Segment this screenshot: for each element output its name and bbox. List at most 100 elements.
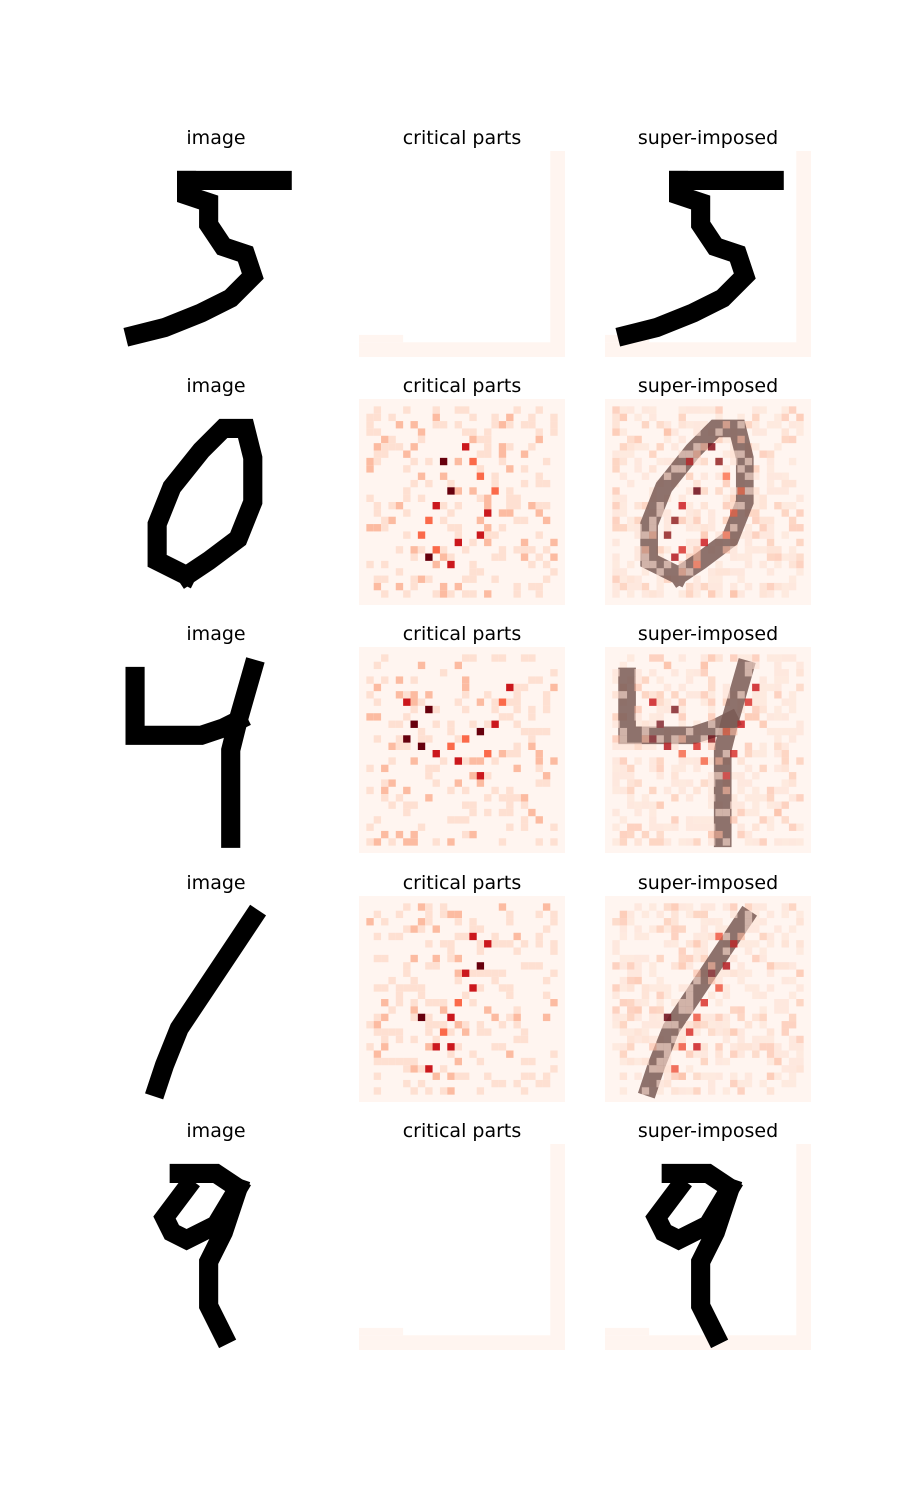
- heat-cell: [737, 830, 745, 839]
- heat-cell: [484, 590, 492, 598]
- heat-cell: [796, 560, 804, 569]
- heat-cell: [506, 918, 514, 926]
- heat-cell: [381, 786, 389, 795]
- heat-cell: [619, 932, 628, 941]
- heat-cell: [663, 546, 672, 554]
- heat-cell: [469, 984, 477, 992]
- heat-cell: [715, 560, 723, 569]
- heat-cell: [656, 654, 664, 662]
- heat-cell: [752, 516, 760, 525]
- super-imposed-panel: [605, 1144, 811, 1350]
- heat-cell: [425, 1021, 433, 1029]
- panel-title: critical parts: [402, 623, 522, 645]
- heat-cell: [663, 786, 672, 795]
- heat-cell: [484, 940, 492, 948]
- heat-cell: [649, 465, 657, 473]
- heat-cell: [766, 816, 775, 824]
- heat-cell: [619, 1013, 628, 1022]
- heat-cell: [605, 1335, 811, 1350]
- heat-cell: [634, 962, 642, 970]
- heat-cell: [766, 538, 775, 547]
- heat-cell: [491, 472, 499, 480]
- heat-cell: [410, 1006, 418, 1014]
- heat-cell: [388, 976, 396, 985]
- heat-cell: [730, 954, 738, 963]
- heat-cell: [542, 479, 551, 488]
- heat-cell: [788, 925, 797, 933]
- heat-cell: [550, 553, 558, 561]
- heat-cell: [627, 786, 635, 795]
- heat-cell: [528, 808, 536, 817]
- heat-cell: [737, 465, 745, 473]
- heat-cell: [447, 947, 455, 955]
- heat-cell: [542, 727, 551, 736]
- heat-cell: [506, 991, 514, 999]
- heat-cell: [774, 546, 782, 554]
- heat-cell: [410, 801, 418, 809]
- heat-cell: [700, 421, 708, 429]
- heat-cell: [788, 1013, 797, 1022]
- heat-cell: [788, 962, 797, 970]
- heat-cell: [395, 676, 404, 684]
- heat-cell: [410, 1087, 418, 1095]
- heat-cell: [454, 1021, 462, 1029]
- heat-cell: [774, 838, 782, 846]
- heat-cell: [774, 443, 782, 451]
- heat-cell: [513, 683, 521, 692]
- heat-cell: [454, 954, 462, 963]
- heat-cell: [671, 816, 679, 824]
- heat-cell: [395, 794, 404, 802]
- heat-cell: [432, 502, 440, 510]
- heat-cell: [730, 1050, 738, 1058]
- heat-cell: [730, 502, 738, 510]
- heat-cell: [373, 524, 382, 532]
- heat-cell: [462, 590, 470, 598]
- heat-cell: [469, 568, 477, 576]
- heat-cell: [700, 487, 708, 495]
- heat-cell: [781, 654, 789, 662]
- heat-cell: [685, 794, 694, 802]
- heat-cell: [656, 691, 664, 699]
- heat-cell: [484, 1028, 492, 1036]
- heat-cell: [759, 918, 767, 926]
- heat-cell: [671, 691, 679, 699]
- heat-cell: [796, 151, 811, 357]
- heat-cell: [737, 779, 745, 787]
- heat-cell: [381, 794, 389, 802]
- heat-cell: [454, 816, 462, 824]
- heat-cell: [498, 750, 507, 758]
- heat-cell: [708, 1021, 716, 1029]
- heat-cell: [454, 457, 462, 466]
- critical-parts-panel: [359, 151, 565, 357]
- heat-cell: [774, 553, 782, 561]
- heat-cell: [678, 450, 686, 458]
- heat-cell: [730, 553, 738, 561]
- heat-cell: [439, 421, 448, 429]
- heat-cell: [788, 794, 797, 802]
- heat-cell: [715, 918, 723, 926]
- heat-cell: [634, 1072, 642, 1080]
- heat-cell: [774, 925, 782, 933]
- heat-cell: [612, 947, 620, 955]
- heat-cell: [752, 661, 760, 670]
- heat-cell: [796, 757, 804, 765]
- heat-cell: [395, 502, 404, 510]
- heat-cell: [774, 676, 782, 684]
- heat-cell: [708, 757, 716, 765]
- heat-cell: [484, 1006, 492, 1014]
- heat-cell: [722, 808, 731, 817]
- heat-cell: [685, 487, 694, 495]
- heat-cell: [685, 590, 694, 598]
- heat-cell: [417, 925, 426, 933]
- heat-cell: [476, 925, 485, 933]
- heat-cell: [476, 947, 485, 955]
- heat-cell: [439, 590, 448, 598]
- heat-cell: [366, 713, 374, 721]
- heat-cell: [498, 457, 507, 466]
- heat-cell: [656, 698, 664, 706]
- heat-cell: [766, 683, 775, 692]
- heat-cell: [612, 487, 620, 495]
- heat-cell: [410, 720, 418, 728]
- heat-cell: [752, 1035, 760, 1044]
- heat-cell: [373, 910, 382, 919]
